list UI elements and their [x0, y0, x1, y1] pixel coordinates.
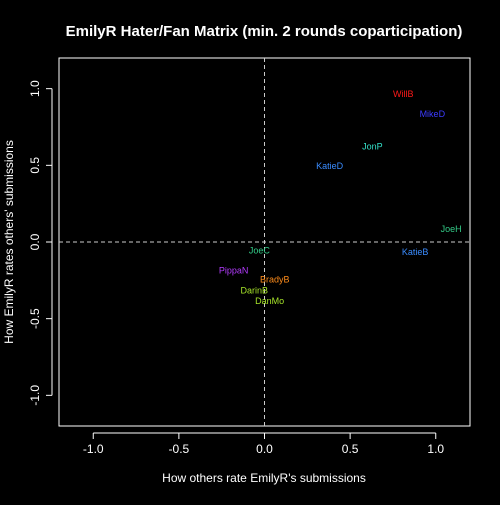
x-tick-label: 0.0 [256, 442, 273, 456]
reference-lines [59, 58, 470, 426]
point-label-joec: JoeC [249, 246, 271, 256]
x-tick-label: 1.0 [427, 442, 444, 456]
x-tick-label: -1.0 [83, 442, 104, 456]
x-tick-label: -0.5 [169, 442, 190, 456]
point-label-joeh: JoeH [441, 224, 462, 234]
point-label-willb: WillB [393, 89, 414, 99]
y-tick-label: 0.0 [28, 233, 42, 250]
point-label-bradyb: BradyB [260, 275, 290, 285]
point-label-miked: MikeD [420, 109, 446, 119]
y-tick-label: -0.5 [28, 308, 42, 329]
y-axis: -1.0 -0.5 0.0 0.5 1.0 [28, 80, 53, 406]
point-label-darinb: DarinB [240, 285, 268, 295]
chart-title: EmilyR Hater/Fan Matrix (min. 2 rounds c… [66, 23, 463, 40]
point-label-pippan: PippaN [219, 266, 249, 276]
point-label-jonp: JonP [362, 141, 383, 151]
y-tick-label: 1.0 [28, 80, 42, 97]
point-label-danmo: DanMo [255, 296, 284, 306]
y-tick-label: -1.0 [28, 385, 42, 406]
x-axis-label: How others rate EmilyR's submissions [162, 471, 366, 485]
y-axis-label: How EmilyR rates others' submissions [2, 140, 16, 344]
x-axis: -1.0 -0.5 0.0 0.5 1.0 [83, 432, 444, 456]
point-labels-layer: WillB MikeD JonP KatieD JoeH KatieB JoeCPippaN… [219, 89, 462, 306]
point-label-katied: KatieD [316, 161, 344, 171]
x-tick-label: 0.5 [342, 442, 359, 456]
y-tick-label: 0.5 [28, 157, 42, 174]
point-label-katieb: KatieB [402, 247, 429, 257]
